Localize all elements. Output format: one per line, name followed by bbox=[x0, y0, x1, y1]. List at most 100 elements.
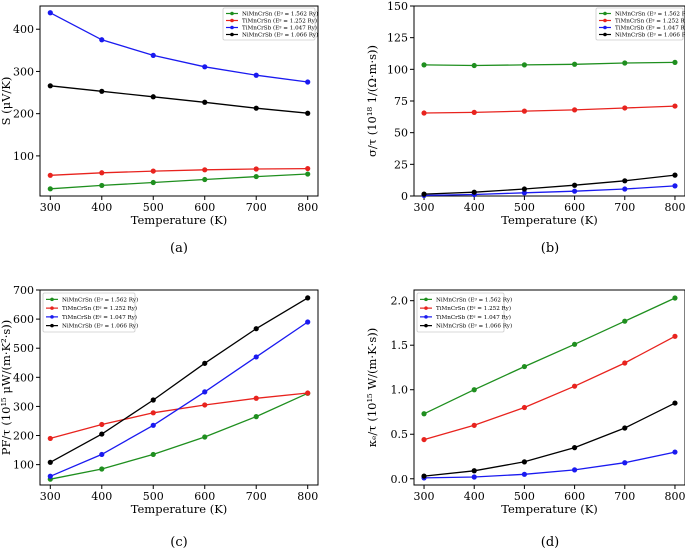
data-point bbox=[471, 189, 477, 195]
x-tick-label: 300 bbox=[40, 201, 61, 214]
legend-entry: NiMnCrSn (Eᵍ = 1.562 Ry) bbox=[615, 11, 685, 18]
data-point bbox=[99, 451, 105, 458]
legend-swatch-marker bbox=[603, 18, 607, 23]
data-point bbox=[253, 354, 259, 360]
y-tick-label: 200 bbox=[13, 108, 34, 121]
x-tick-label: 300 bbox=[414, 201, 435, 214]
series-line-2 bbox=[423, 185, 676, 197]
legend-entry: TiMnCrSn (Eᵍ = 1.252 Ry) bbox=[242, 18, 317, 25]
data-point bbox=[202, 64, 208, 70]
legend-box bbox=[595, 7, 684, 41]
legend-swatch-marker bbox=[603, 11, 607, 16]
data-point bbox=[622, 318, 628, 324]
y-tick-label: 100 bbox=[13, 150, 34, 163]
y-tick-label: 500 bbox=[13, 342, 34, 355]
legend-entry: NiMnCrSn (Eᵍ = 1.562 Ry) bbox=[62, 296, 138, 303]
panel-a: 300 400 500 600 700 800 100 200 300 400 Temperatur… bbox=[0, 5, 319, 227]
data-point bbox=[150, 422, 156, 428]
y-axis-label: σ/τ (10¹⁸ 1/(Ω·m·s)) bbox=[365, 45, 379, 157]
data-point bbox=[672, 295, 678, 301]
series-line-2 bbox=[50, 321, 309, 477]
y-tick-label: 125 bbox=[387, 32, 408, 45]
legend-entry: TiMnCrSb (Eᵍ = 1.047 Ry) bbox=[242, 25, 317, 32]
y-tick-label: 300 bbox=[13, 65, 34, 78]
data-point bbox=[672, 400, 678, 406]
data-point bbox=[421, 62, 427, 68]
data-point bbox=[47, 459, 53, 465]
legend-swatch-marker bbox=[603, 25, 607, 30]
x-tick-label: 600 bbox=[564, 490, 585, 503]
data-point bbox=[202, 99, 208, 105]
x-tick-label: 500 bbox=[514, 201, 535, 214]
legend-box bbox=[42, 292, 136, 333]
data-point bbox=[672, 59, 678, 65]
y-axis-label: S (μV/K) bbox=[0, 77, 13, 126]
x-tick-label: 800 bbox=[664, 201, 685, 214]
series-line-0 bbox=[50, 392, 308, 480]
x-tick-label: 800 bbox=[664, 490, 685, 503]
data-point bbox=[47, 172, 53, 178]
x-tick-label: 500 bbox=[143, 201, 164, 214]
series-line-0 bbox=[50, 173, 308, 190]
y-tick-label: 25 bbox=[394, 158, 408, 171]
legend-entry: NiMnCrSn (Eᵍ = 1.562 Ry) bbox=[242, 11, 318, 18]
data-point bbox=[622, 105, 628, 111]
panel-d: 300 400 500 600 700 800 0.0 0.5 1.0 1.5 2.0 Tempera… bbox=[365, 289, 685, 516]
data-point bbox=[202, 176, 208, 183]
plot-frame bbox=[413, 289, 685, 486]
data-point bbox=[521, 459, 528, 465]
y-tick-label: 200 bbox=[13, 430, 34, 443]
data-point bbox=[571, 61, 578, 67]
data-point bbox=[305, 110, 311, 116]
data-point bbox=[672, 103, 678, 109]
y-tick-label: 0.0 bbox=[391, 473, 409, 486]
y-tick-label: 700 bbox=[13, 284, 34, 297]
plot-frame bbox=[39, 289, 319, 486]
y-tick-label: 300 bbox=[13, 400, 34, 413]
x-tick-label: 700 bbox=[614, 490, 635, 503]
legend-swatch-marker bbox=[230, 18, 234, 23]
legend-entry: TiMnCrSn (Eᵍ = 1.252 Ry) bbox=[436, 305, 511, 312]
data-point bbox=[99, 37, 105, 43]
legend-entry: TiMnCrSn (Eᵍ = 1.252 Ry) bbox=[62, 305, 137, 312]
data-point bbox=[471, 422, 477, 428]
y-tick-label: 2.0 bbox=[391, 295, 409, 308]
data-point bbox=[622, 186, 628, 192]
panel-caption: (b) bbox=[541, 241, 559, 256]
data-point bbox=[99, 88, 105, 94]
data-point bbox=[521, 108, 528, 114]
legend-swatch-marker bbox=[424, 297, 428, 302]
y-tick-label: 150 bbox=[387, 0, 408, 13]
legend-entry: NiMnCrSb (Eᵍ = 1.066 Ry) bbox=[615, 32, 685, 39]
legend-swatch-marker bbox=[230, 32, 234, 37]
data-point bbox=[305, 390, 311, 396]
data-point bbox=[471, 474, 477, 480]
series-line-3 bbox=[423, 402, 676, 477]
series-line-2 bbox=[49, 12, 308, 83]
data-point bbox=[571, 383, 578, 389]
data-point bbox=[421, 473, 427, 479]
x-tick-label: 500 bbox=[514, 490, 535, 503]
data-point bbox=[521, 186, 528, 192]
x-tick-label: 800 bbox=[297, 490, 318, 503]
data-point bbox=[571, 467, 578, 473]
x-tick-label: 400 bbox=[464, 201, 485, 214]
data-point bbox=[571, 107, 578, 113]
data-point bbox=[305, 79, 311, 85]
legend-swatch-marker bbox=[230, 11, 234, 16]
data-point bbox=[521, 190, 528, 196]
legend-entry: TiMnCrSn (Eᵍ = 1.252 Ry) bbox=[615, 18, 685, 25]
x-axis-label: Temperature (K) bbox=[131, 213, 228, 227]
legend-swatch-marker bbox=[424, 306, 428, 310]
y-tick-label: 400 bbox=[13, 371, 34, 384]
data-point bbox=[421, 411, 427, 417]
x-tick-label: 400 bbox=[91, 201, 112, 214]
data-point bbox=[471, 387, 477, 393]
x-axis-label: Temperature (K) bbox=[501, 502, 598, 516]
data-point bbox=[672, 183, 678, 189]
y-tick-label: 400 bbox=[13, 23, 34, 36]
y-tick-label: 0.5 bbox=[391, 428, 409, 441]
series-line-3 bbox=[50, 85, 308, 114]
series-line-1 bbox=[423, 335, 676, 441]
legend-entry: NiMnCrSb (Eᵍ = 1.066 Ry) bbox=[242, 32, 318, 39]
